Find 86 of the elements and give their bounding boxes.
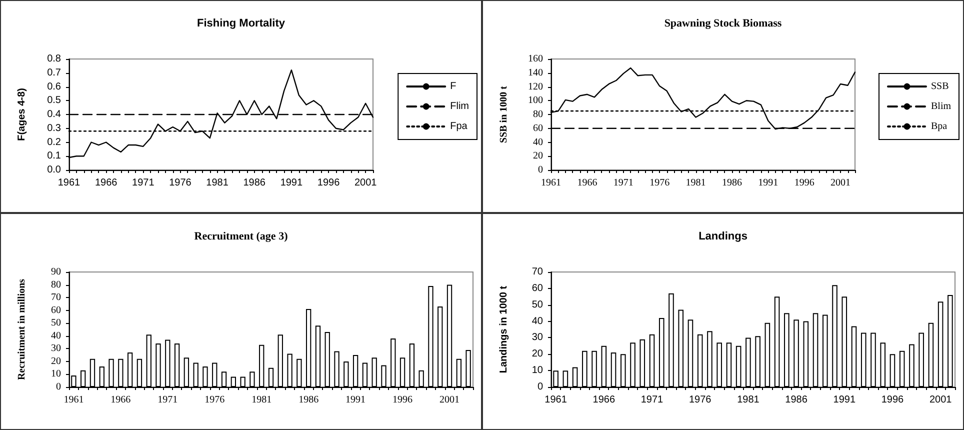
y-tick-label: 20 [533, 150, 543, 162]
x-tick-label: 1971 [613, 178, 634, 188]
x-tick-label: 1961 [64, 394, 84, 406]
y-tick-label: 0.7 [47, 67, 62, 78]
y-tick-label: 0 [56, 382, 61, 392]
y-tick-label: 0.2 [47, 136, 62, 148]
x-tick-label: 1961 [544, 394, 568, 406]
legend-label: F [450, 81, 456, 92]
y-tick-label: 10 [532, 365, 544, 376]
x-tick-label: 2001 [354, 178, 378, 188]
x-tick-label: 1991 [833, 394, 856, 406]
y-tick-label: 70 [51, 292, 61, 304]
chart-title: Spawning Stock Biomass [664, 18, 782, 30]
x-tick-label: 2001 [830, 178, 851, 188]
y-tick-label: 0 [537, 382, 544, 392]
y-axis-title: Landings in 1000 t [498, 285, 510, 374]
legend-label: Bpa [930, 121, 948, 132]
x-tick-label: 1976 [650, 178, 670, 188]
x-tick-label: 1996 [392, 394, 413, 406]
x-tick-label: 1981 [686, 178, 706, 188]
x-tick-label: 1986 [722, 178, 742, 188]
x-tick-label: 1986 [785, 394, 808, 406]
y-tick-label: 20 [532, 348, 544, 360]
y-tick-label: 60 [532, 282, 544, 294]
x-tick-label: 1976 [169, 178, 192, 188]
x-tick-label: 1971 [132, 178, 155, 188]
x-tick-label: 1986 [298, 394, 319, 406]
y-tick-label: 0.6 [47, 81, 62, 92]
chart-title: Fishing Mortality [197, 18, 286, 30]
x-tick-label: 1991 [280, 178, 303, 188]
y-tick-label: 160 [528, 54, 543, 64]
x-tick-label: 1996 [794, 178, 814, 188]
legend-label: Fpa [450, 121, 468, 132]
x-tick-label: 1981 [252, 394, 272, 406]
y-tick-label: 0.4 [47, 109, 62, 120]
x-tick-label: 1966 [592, 394, 616, 406]
y-tick-label: 40 [532, 316, 544, 327]
x-tick-label: 2001 [440, 394, 460, 406]
legend-label: Flim [450, 101, 470, 112]
x-tick-label: 1986 [243, 178, 266, 188]
y-tick-label: 0.8 [47, 54, 62, 64]
y-tick-label: 0.5 [47, 95, 62, 106]
y-tick-label: 50 [51, 318, 61, 329]
y-tick-label: 0.0 [47, 164, 62, 176]
y-tick-label: 30 [51, 343, 61, 354]
y-tick-label: 140 [528, 67, 543, 78]
x-tick-label: 1961 [541, 178, 561, 188]
y-tick-label: 60 [533, 122, 543, 134]
x-tick-label: 1966 [577, 178, 598, 188]
x-tick-label: 1981 [737, 394, 760, 406]
y-tick-label: 10 [51, 368, 61, 380]
x-tick-label: 2001 [929, 394, 952, 406]
y-axis-title: Recruitment in millions [16, 278, 28, 380]
x-tick-label: 1961 [58, 178, 81, 188]
y-tick-label: 40 [533, 136, 543, 148]
x-tick-label: 1966 [110, 394, 131, 406]
x-tick-label: 1996 [317, 178, 340, 188]
y-tick-label: 0.3 [47, 122, 62, 134]
x-tick-label: 1976 [204, 394, 225, 406]
y-axis-title: F(ages 4-8) [16, 88, 28, 141]
y-tick-label: 0 [538, 164, 543, 176]
legend-label: Blim [930, 101, 952, 112]
x-tick-label: 1971 [158, 394, 178, 406]
y-tick-label: 50 [532, 299, 544, 310]
x-tick-label: 1991 [346, 394, 366, 406]
y-tick-label: 20 [51, 356, 61, 367]
legend-label: SSB [930, 81, 950, 92]
y-tick-label: 90 [51, 266, 61, 278]
y-tick-label: 30 [532, 332, 544, 344]
y-tick-label: 100 [528, 95, 543, 106]
y-tick-label: 70 [532, 266, 544, 278]
y-tick-label: 40 [51, 330, 61, 342]
y-tick-label: 80 [533, 109, 543, 120]
y-tick-label: 60 [51, 304, 61, 316]
x-tick-label: 1976 [688, 394, 712, 406]
y-axis-title: SSB in 1000 t [498, 85, 510, 143]
chart-title: Recruitment (age 3) [194, 230, 288, 242]
x-tick-label: 1966 [94, 178, 118, 188]
y-tick-label: 0.1 [47, 150, 62, 162]
x-tick-label: 1971 [640, 394, 664, 406]
chart-title: Landings [698, 230, 748, 242]
x-tick-label: 1991 [758, 178, 778, 188]
y-tick-label: 80 [51, 279, 61, 290]
y-tick-label: 120 [528, 81, 543, 92]
x-tick-label: 1996 [881, 394, 904, 406]
x-tick-label: 1981 [206, 178, 229, 188]
